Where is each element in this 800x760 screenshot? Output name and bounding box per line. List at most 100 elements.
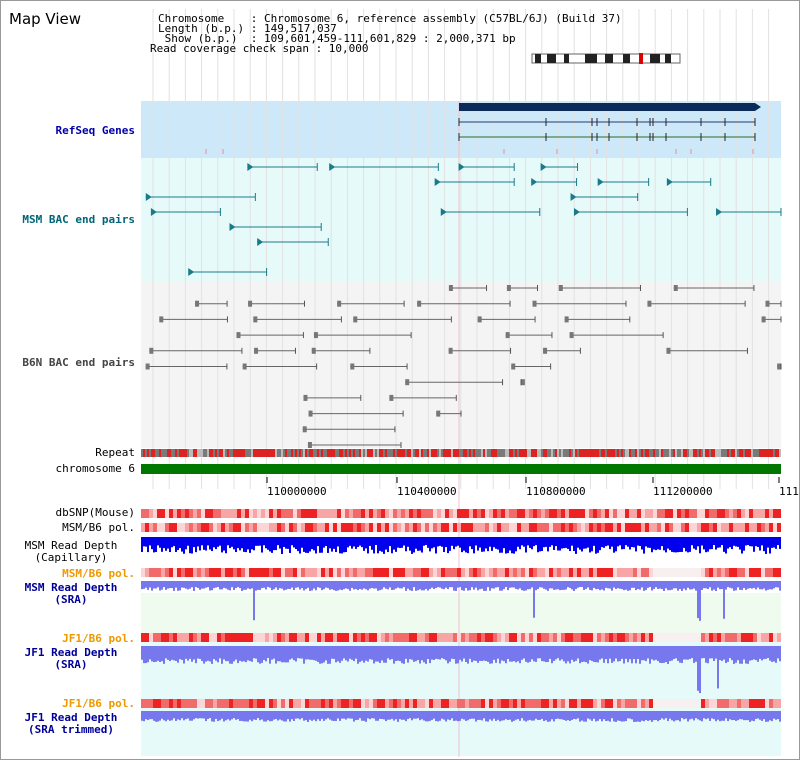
- jf1-read-depth-trim-bar: [643, 711, 645, 722]
- msm-read-depth-cap-bar: [451, 537, 453, 546]
- jf1-read-depth-sra-bar: [761, 646, 763, 661]
- jf1-read-depth-sra-bar: [239, 646, 241, 661]
- msm-read-depth-sra-bar: [717, 581, 719, 588]
- jf1-b6-pol-trim-heat-cell: [701, 699, 705, 708]
- jf1-b6-pol-heat-cell: [169, 633, 173, 642]
- msm-read-depth-sra-bar: [561, 581, 563, 590]
- msm-read-depth-sra-bar: [751, 581, 753, 589]
- repeat-segment: [529, 449, 531, 457]
- track-label-refseq-genes[interactable]: RefSeq Genes: [55, 124, 135, 137]
- msm-read-depth-sra-bar: [355, 581, 357, 590]
- dbsnp-heat-cell: [161, 509, 165, 518]
- msm-read-depth-sra-bar: [643, 581, 645, 591]
- jf1-read-depth-sra-bar: [681, 646, 683, 664]
- jf1-read-depth-trim-bar: [339, 711, 341, 721]
- jf1-read-depth-sra-bar: [509, 646, 511, 662]
- jf1-read-depth-trim-bar: [309, 711, 311, 720]
- dbsnp-heat-cell: [561, 509, 565, 518]
- track-label-jf1-b6-pol[interactable]: JF1/B6 pol.: [62, 632, 135, 645]
- track-label-msm-read-depth-sra[interactable]: MSM Read Depth (SRA): [24, 581, 118, 606]
- b6n-bac-end-glyph: [311, 347, 316, 354]
- track-label-msm-b6-pol-capillary[interactable]: MSM/B6 pol.: [62, 521, 135, 534]
- jf1-b6-pol-trim-heat-cell: [553, 699, 557, 708]
- dbsnp-heat-cell: [281, 509, 285, 518]
- msm-read-depth-sra-bar: [201, 581, 203, 589]
- msm-b6-pol-sra-heat-cell: [141, 568, 145, 577]
- jf1-read-depth-trim-bar: [501, 711, 503, 721]
- track-label-msm-read-depth-capillary[interactable]: MSM Read Depth (Capillary): [24, 539, 118, 564]
- msm-b6-pol-cap-heat-cell: [757, 523, 761, 532]
- dbsnp-heat-cell: [469, 509, 473, 518]
- jf1-b6-pol-trim-heat-cell: [293, 699, 297, 708]
- jf1-b6-pol-heat-cell: [421, 633, 425, 642]
- msm-b6-pol-cap-heat-cell: [213, 523, 217, 532]
- track-label-b6n-bac-end-pairs[interactable]: B6N BAC end pairs: [22, 356, 135, 369]
- jf1-read-depth-trim-bar: [673, 711, 675, 722]
- jf1-read-depth-sra-bar: [363, 646, 365, 663]
- repeat-segment: [189, 449, 191, 457]
- jf1-read-depth-sra-bar: [641, 646, 643, 661]
- msm-read-depth-sra-bar: [159, 581, 161, 591]
- repeat-segment: [511, 449, 513, 457]
- jf1-read-depth-trim-bar: [299, 711, 301, 720]
- msm-b6-pol-sra-heat-cell: [305, 568, 309, 577]
- jf1-read-depth-trim-bar: [195, 711, 197, 719]
- msm-b6-pol-cap-heat-cell: [569, 523, 573, 532]
- jf1-b6-pol-heat-cell: [497, 633, 501, 642]
- jf1-b6-pol-heat-cell: [469, 633, 473, 642]
- track-label-msm-bac-end-pairs[interactable]: MSM BAC end pairs: [22, 213, 135, 226]
- repeat-segment: [155, 449, 157, 457]
- jf1-read-depth-sra-bar: [493, 646, 495, 660]
- jf1-read-depth-trim-bar: [521, 711, 523, 719]
- msm-b6-pol-cap-heat-cell: [229, 523, 233, 532]
- track-label-msm-b6-pol-sra[interactable]: MSM/B6 pol.: [62, 567, 135, 580]
- msm-b6-pol-cap-heat-cell: [317, 523, 321, 532]
- track-label-dbsnp[interactable]: dbSNP(Mouse): [55, 506, 135, 519]
- repeat-segment: [591, 449, 593, 457]
- msm-read-depth-cap-bar: [229, 537, 231, 549]
- track-label-jf1-b6-pol-trimmed[interactable]: JF1/B6 pol.: [62, 697, 135, 710]
- msm-b6-pol-sra-heat-cell: [717, 568, 721, 577]
- dbsnp-heat-cell: [605, 509, 609, 518]
- msm-read-depth-cap-bar: [593, 537, 595, 546]
- repeat-segment: [583, 449, 585, 457]
- repeat-segment: [587, 449, 589, 457]
- msm-read-depth-sra-bar: [193, 581, 195, 591]
- jf1-read-depth-trim-bar: [553, 711, 555, 722]
- jf1-read-depth-trim-bar: [607, 711, 609, 721]
- jf1-b6-pol-trim-heat-cell: [353, 699, 357, 708]
- jf1-b6-pol-heat-cell: [409, 633, 413, 642]
- jf1-read-depth-sra-bar: [715, 646, 717, 659]
- msm-b6-pol-sra-heat-cell: [705, 568, 709, 577]
- jf1-read-depth-trim-bar: [367, 711, 369, 719]
- msm-read-depth-cap-bar: [359, 537, 361, 546]
- jf1-read-depth-sra-bar: [189, 646, 191, 659]
- track-label-repeat[interactable]: Repeat: [95, 446, 135, 459]
- jf1-read-depth-trim-bar: [281, 711, 283, 721]
- repeat-segment: [393, 449, 395, 457]
- track-label-jf1-read-depth-sra[interactable]: JF1 Read Depth (SRA): [24, 646, 118, 671]
- jf1-read-depth-sra-bar: [405, 646, 407, 659]
- msm-read-depth-sra-bar: [471, 581, 473, 588]
- msm-read-depth-cap-bar: [521, 537, 523, 546]
- jf1-read-depth-trim-bar: [701, 711, 703, 722]
- msm-read-depth-cap-bar: [679, 537, 681, 552]
- track-label-chromosome[interactable]: chromosome 6: [55, 462, 135, 475]
- msm-read-depth-cap-bar: [759, 537, 761, 551]
- msm-read-depth-cap-bar: [441, 537, 443, 547]
- msm-read-depth-sra-bar: [525, 581, 527, 591]
- repeat-segment: [665, 449, 667, 457]
- jf1-read-depth-trim-bar: [231, 711, 233, 720]
- jf1-read-depth-trim-bar: [301, 711, 303, 719]
- msm-b6-pol-cap-heat-cell: [397, 523, 401, 532]
- jf1-read-depth-sra-bar: [553, 646, 555, 661]
- track-label-jf1-read-depth-sra-trimmed[interactable]: JF1 Read Depth (SRA trimmed): [24, 711, 118, 736]
- msm-b6-pol-cap-heat-cell: [145, 523, 149, 532]
- jf1-b6-pol-trim-heat-cell: [445, 699, 449, 708]
- msm-read-depth-cap-bar: [405, 537, 407, 552]
- msm-read-depth-cap-bar: [739, 537, 741, 550]
- dbsnp-heat-cell: [369, 509, 373, 518]
- repeat-segment: [233, 449, 235, 457]
- dbsnp-heat-cell: [637, 509, 641, 518]
- jf1-read-depth-sra-bar: [499, 646, 501, 664]
